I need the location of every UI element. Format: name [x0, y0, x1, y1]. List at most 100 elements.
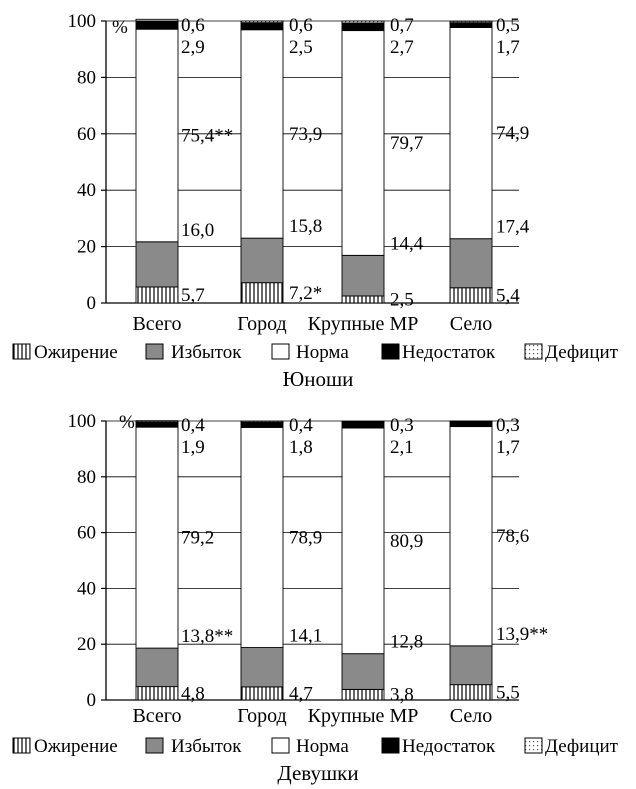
- bar-segment-normal: [449, 426, 493, 647]
- data-label: 2,5: [390, 289, 414, 310]
- bar-segment-excess: [240, 237, 284, 284]
- bar-segment-obesity: [240, 282, 284, 304]
- bar-segment-shortage: [449, 22, 493, 28]
- y-tick-label: 40: [77, 578, 96, 599]
- bar-stack: [240, 420, 284, 701]
- data-label: 0,6: [289, 15, 313, 36]
- bar-segment-deficit: [341, 20, 385, 24]
- data-label: 12,8: [390, 632, 423, 653]
- bar-segment-excess: [449, 645, 493, 686]
- data-label: 2,1: [390, 437, 414, 458]
- bar-segment-normal: [135, 426, 179, 649]
- y-tick-label: 100: [68, 411, 97, 432]
- category-label: Крупные МР: [308, 705, 419, 727]
- bar-segment-excess: [341, 254, 385, 297]
- bar-segment-excess: [449, 238, 493, 289]
- y-tick-label: 80: [77, 467, 96, 488]
- data-label: 1,7: [496, 437, 520, 458]
- y-tick-label: 0: [87, 690, 97, 711]
- legend-swatch-deficit: [524, 343, 543, 360]
- bar-stack: [240, 20, 284, 304]
- data-label: 2,7: [390, 37, 414, 58]
- data-label: 14,1: [289, 626, 322, 647]
- bar-segment-deficit: [449, 420, 493, 423]
- data-label: 0,5: [496, 15, 520, 36]
- data-label: 79,2: [181, 528, 214, 549]
- legend-swatch-shortage: [381, 737, 400, 754]
- y-tick-label: 20: [77, 634, 96, 655]
- data-label: 1,9: [181, 437, 205, 458]
- data-label: 80,9: [390, 531, 423, 552]
- bar-stack: [135, 420, 179, 701]
- legend-swatch-excess: [145, 343, 164, 360]
- bar-segment-normal: [341, 427, 385, 655]
- bar-segment-excess: [135, 241, 179, 288]
- bar-stack: [449, 20, 493, 304]
- data-label: 17,4: [496, 217, 530, 238]
- data-label: 0,4: [181, 415, 205, 436]
- legend-label-shortage: Недостаток: [402, 736, 496, 757]
- y-tick-label: 60: [77, 523, 96, 544]
- bar-segment-deficit: [341, 420, 385, 423]
- data-label: 7,2*: [289, 283, 322, 304]
- legend-label-deficit: Дефицит: [545, 736, 619, 757]
- data-label: 1,8: [289, 437, 313, 458]
- legend-swatch-normal: [271, 737, 290, 754]
- y-tick-label: 100: [68, 11, 97, 32]
- bar-segment-deficit: [240, 420, 284, 423]
- data-label: 16,0: [181, 220, 214, 241]
- data-label: 4,8: [181, 683, 205, 704]
- y-tick-label: 20: [77, 237, 96, 258]
- bar-segment-obesity: [135, 686, 179, 701]
- category-label: Всего: [132, 313, 181, 335]
- data-label: 15,8: [289, 216, 322, 237]
- data-label: 13,8**: [181, 626, 233, 647]
- data-label: 0,3: [390, 415, 414, 436]
- bar-segment-shortage: [240, 421, 284, 428]
- bar-segment-excess: [341, 653, 385, 690]
- bar-segment-normal: [449, 27, 493, 240]
- bar-segment-obesity: [135, 286, 179, 304]
- data-label: 0,6: [181, 15, 205, 36]
- unit-label: %: [112, 17, 128, 38]
- bar-segment-shortage: [449, 421, 493, 428]
- y-tick-label: 40: [77, 180, 96, 201]
- category-label: Город: [237, 313, 286, 335]
- bar-segment-normal: [240, 29, 284, 239]
- data-label: 0,4: [289, 415, 313, 436]
- bar-segment-normal: [341, 30, 385, 256]
- legend-swatch-deficit: [524, 737, 543, 754]
- legend-label-obesity: Ожирение: [34, 342, 118, 363]
- legend-swatch-obesity: [12, 737, 31, 754]
- category-label: Крупные МР: [308, 313, 419, 335]
- legend-label-shortage: Недостаток: [402, 342, 496, 363]
- data-label: 2,9: [181, 37, 205, 58]
- bar-segment-deficit: [240, 20, 284, 24]
- bar-segment-deficit: [449, 20, 493, 24]
- bar-segment-obesity: [449, 684, 493, 701]
- legend-label-normal: Норма: [296, 342, 349, 363]
- legend: Ожирение Избыток Норма Недостаток Дефицит: [12, 736, 619, 757]
- bar-segment-shortage: [135, 20, 179, 30]
- legend-label-deficit: Дефицит: [545, 342, 619, 363]
- data-label: 5,4: [496, 285, 520, 306]
- data-label: 78,6: [496, 526, 529, 547]
- data-label: 1,7: [496, 37, 520, 58]
- bar-segment-deficit: [135, 420, 179, 423]
- data-label: 13,9**: [496, 624, 548, 645]
- bar-segment-excess: [240, 647, 284, 688]
- bar-segment-normal: [135, 28, 179, 243]
- data-label: 79,7: [390, 133, 423, 154]
- bar-stack: [341, 20, 385, 304]
- legend-label-excess: Избыток: [171, 736, 242, 757]
- bar-stack: [135, 18, 179, 304]
- category-label: Село: [450, 705, 492, 727]
- data-label: 78,9: [289, 527, 322, 548]
- bar-stack: [341, 420, 385, 701]
- legend: Ожирение Избыток Норма Недостаток Дефицит: [12, 342, 619, 363]
- data-label: 73,9: [289, 124, 322, 145]
- data-label: 5,7: [181, 285, 205, 306]
